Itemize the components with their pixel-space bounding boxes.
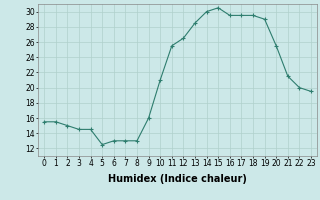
X-axis label: Humidex (Indice chaleur): Humidex (Indice chaleur): [108, 174, 247, 184]
